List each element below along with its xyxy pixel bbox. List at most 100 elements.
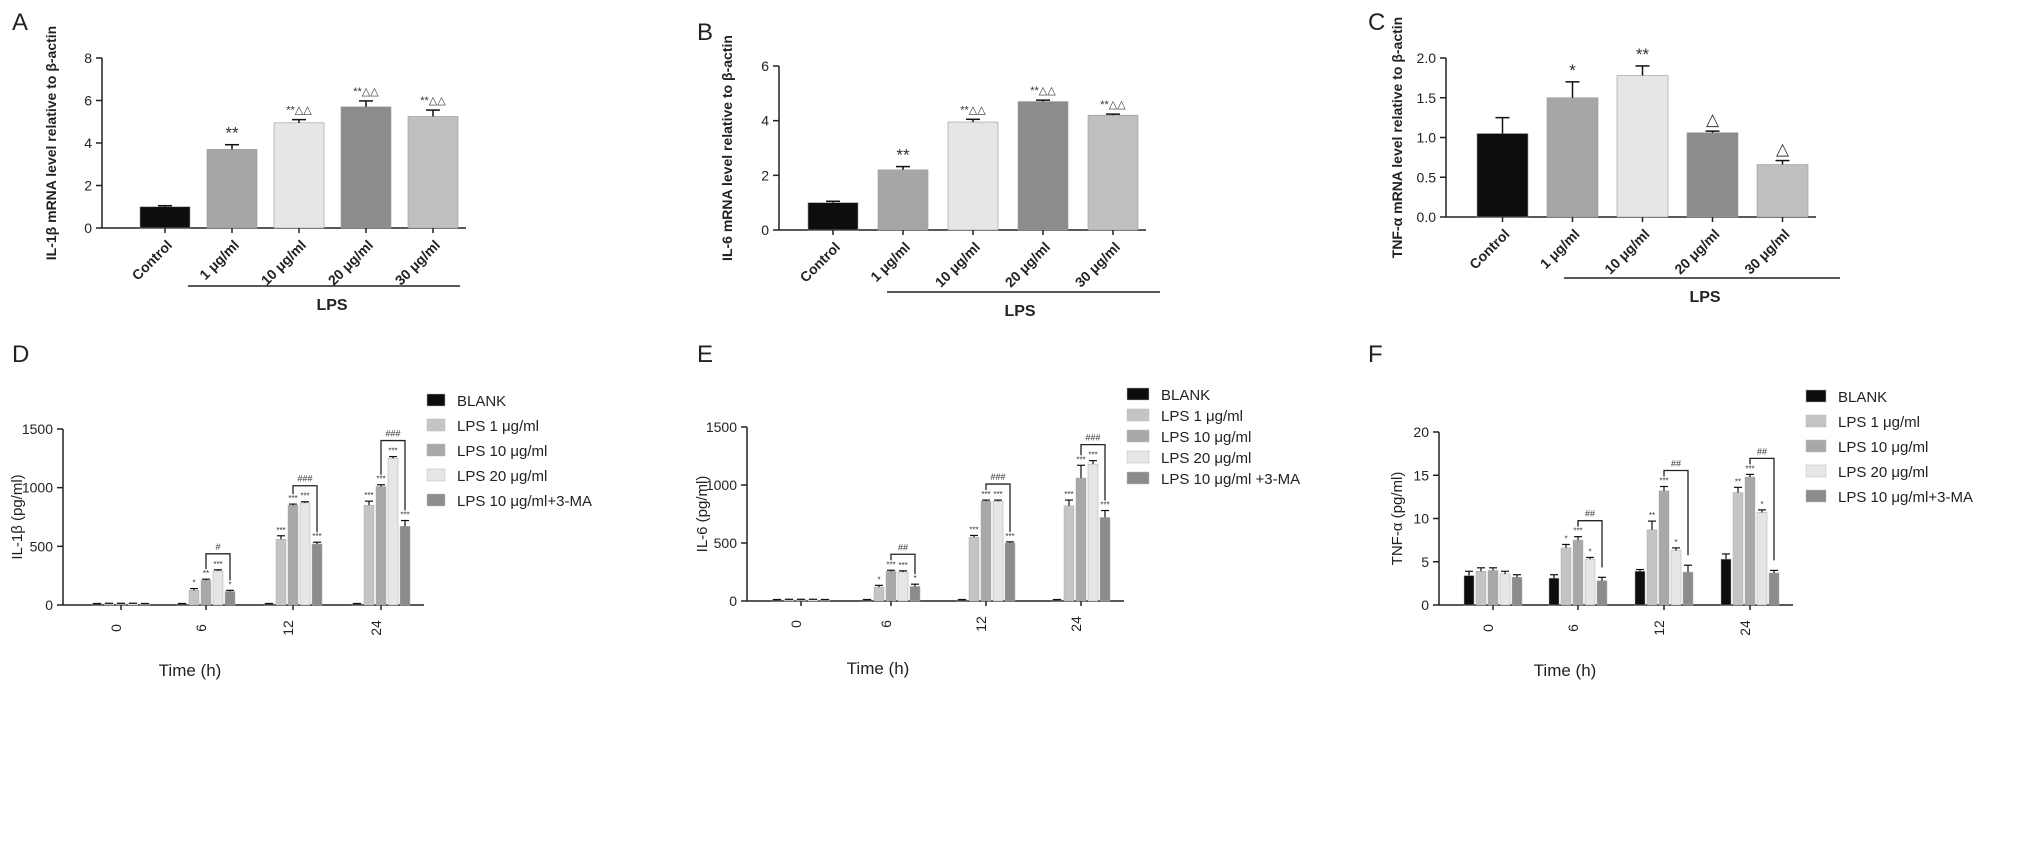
x-tick-label: 1 μg/ml (1537, 226, 1583, 272)
legend-label: LPS 10 μg/ml (1838, 439, 1928, 456)
significance-label: *** (376, 475, 385, 484)
significance-label: ** (225, 124, 239, 143)
legend-label: LPS 10 μg/ml+3-MA (457, 493, 592, 510)
significance-label: *** (1088, 451, 1097, 460)
significance-label: *** (1573, 527, 1582, 536)
legend-label: LPS 20 μg/ml (457, 468, 547, 485)
significance-label: *** (1745, 464, 1754, 473)
y-tick-label: 0 (45, 597, 53, 613)
significance-label: *** (388, 447, 397, 456)
bar (363, 505, 375, 606)
legend-swatch (1805, 464, 1827, 478)
legend-swatch (426, 468, 446, 482)
y-tick-label: 1000 (706, 477, 737, 493)
bar (188, 590, 200, 606)
x-tick-label: 10 μg/ml (1601, 226, 1652, 277)
x-tick-label: 0 (788, 620, 804, 628)
bar (1572, 539, 1584, 606)
significance-label: ** (1735, 477, 1741, 486)
y-axis-label: IL-6 (pg/ml) (694, 476, 711, 553)
bar (1548, 577, 1560, 606)
significance-bracket (1577, 520, 1603, 568)
significance-label: * (1674, 538, 1677, 547)
bar (407, 116, 459, 229)
x-tick-label: 10 μg/ml (258, 237, 309, 288)
bar (340, 106, 392, 229)
y-tick-label: 2 (84, 178, 92, 194)
significance-label: **△△ (1100, 99, 1126, 111)
y-tick-label: 4 (761, 113, 769, 129)
y-tick-label: 8 (84, 50, 92, 66)
group-label: LPS (1689, 289, 1720, 306)
significance-label: *** (1076, 455, 1085, 464)
bracket-label: ## (1757, 446, 1767, 456)
group-label: LPS (1004, 303, 1035, 320)
bracket-label: ### (1085, 433, 1100, 443)
x-axis-label: Time (h) (847, 659, 910, 678)
y-tick-label: 1.5 (1417, 90, 1437, 106)
legend-label: LPS 1 μg/ml (457, 418, 539, 435)
legend-label: LPS 1 μg/ml (1161, 408, 1243, 425)
x-tick-label: 24 (1737, 620, 1753, 636)
x-tick-label: 20 μg/ml (1002, 239, 1053, 290)
bar (1646, 529, 1658, 606)
bar (139, 206, 191, 229)
significance-bracket (1080, 443, 1106, 501)
bracket-label: ### (385, 429, 400, 439)
significance-label: *** (300, 492, 309, 501)
legend-swatch (1126, 429, 1150, 443)
y-tick-label: 1.0 (1417, 130, 1437, 146)
bar (1634, 571, 1646, 606)
y-axis-label: IL-1β mRNA level relative to β-actin (43, 26, 59, 260)
bar (1087, 463, 1099, 602)
significance-label: ** (1649, 511, 1655, 520)
y-axis-label: IL-1β (pg/ml) (9, 474, 26, 559)
bar (897, 571, 909, 602)
bracket-label: ## (898, 542, 908, 552)
significance-bracket (1749, 457, 1775, 561)
significance-label: ** (1636, 45, 1650, 64)
bar (311, 543, 323, 606)
bar (1099, 517, 1111, 602)
bar (980, 500, 992, 602)
bar (273, 122, 325, 229)
x-tick-label: 6 (1565, 624, 1581, 632)
panel-letter-e: E (697, 341, 713, 368)
bar (1063, 505, 1075, 602)
bar (1017, 101, 1069, 231)
group-label: LPS (316, 297, 347, 314)
y-tick-label: 5 (1421, 554, 1429, 570)
legend-label: BLANK (1838, 389, 1887, 406)
significance-bracket (292, 485, 318, 533)
x-axis-label: Time (h) (1534, 661, 1597, 680)
significance-label: *** (1100, 501, 1109, 510)
legend-label: BLANK (457, 393, 506, 410)
significance-label: * (192, 579, 195, 588)
bar (1744, 476, 1756, 606)
x-tick-label: Control (129, 237, 176, 284)
y-tick-label: 0 (84, 220, 92, 236)
legend-label: LPS 20 μg/ml (1838, 464, 1928, 481)
legend-swatch (1805, 439, 1827, 453)
legend-label: LPS 10 μg/ml+3-MA (1838, 489, 1973, 506)
bar (1732, 492, 1744, 606)
bar (1616, 75, 1669, 218)
bar (299, 502, 311, 606)
significance-label: * (1588, 547, 1591, 556)
significance-label: *** (288, 494, 297, 503)
bar (1720, 558, 1732, 606)
x-tick-label: 10 μg/ml (932, 239, 983, 290)
significance-label: *** (312, 532, 321, 541)
significance-label: * (1569, 61, 1576, 80)
x-tick-label: 1 μg/ml (867, 239, 913, 285)
bar (1756, 512, 1768, 606)
significance-bracket (205, 553, 231, 581)
x-tick-label: 24 (1068, 616, 1084, 632)
y-tick-label: 2.0 (1417, 50, 1437, 66)
significance-label: ** (203, 569, 209, 578)
legend-swatch (1126, 387, 1150, 401)
legend-swatch (1805, 489, 1827, 503)
bar (1560, 547, 1572, 606)
bar (1584, 558, 1596, 606)
x-tick-label: 20 μg/ml (325, 237, 376, 288)
